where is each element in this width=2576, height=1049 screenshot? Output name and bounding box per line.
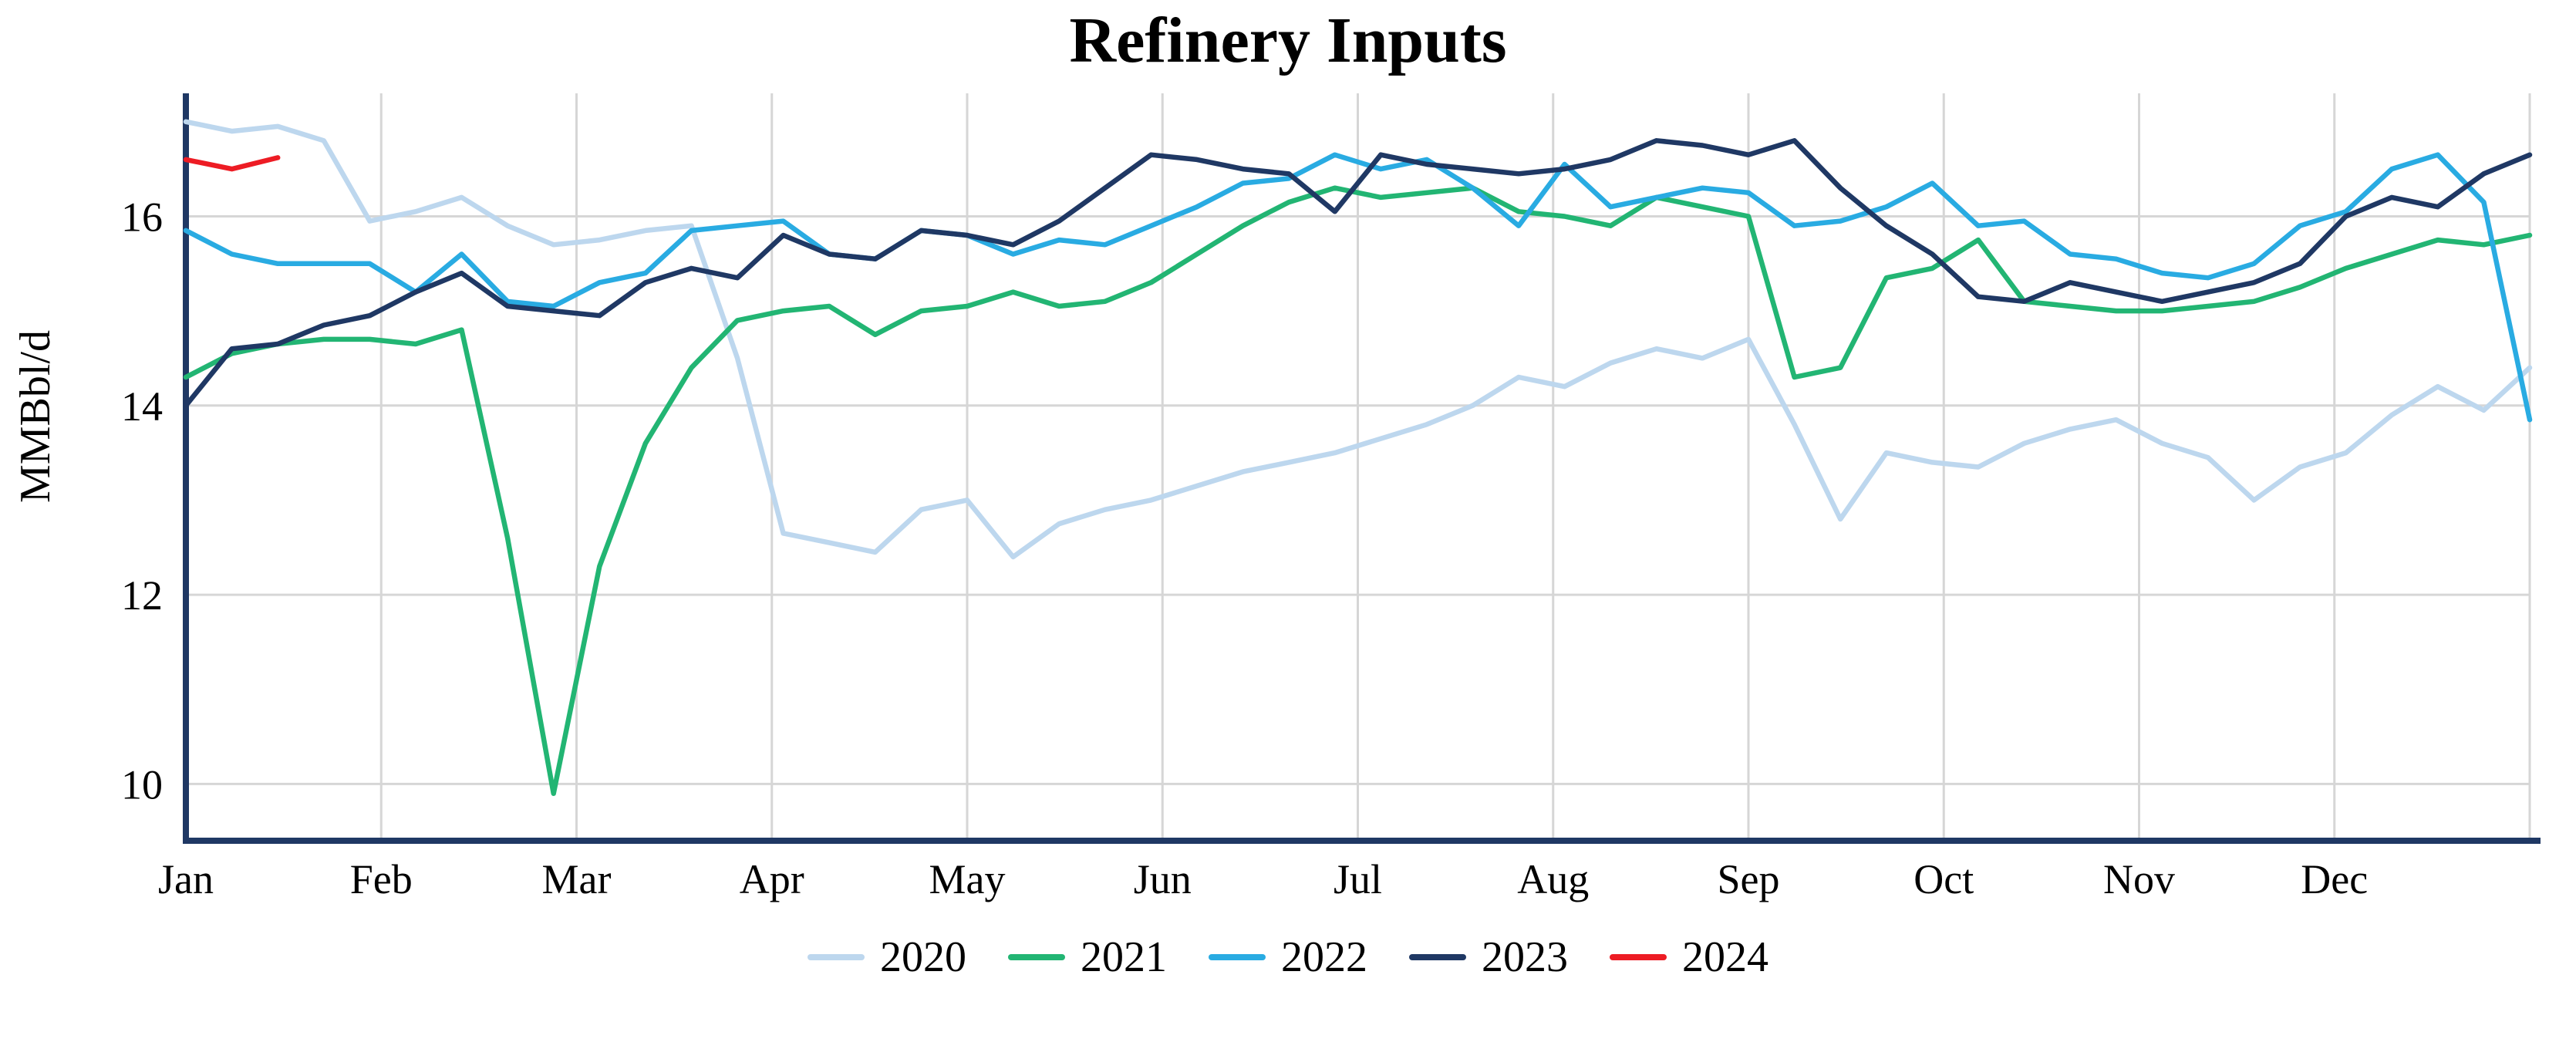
x-tick-label-oct: Oct bbox=[1913, 856, 1974, 902]
x-tick-label-apr: Apr bbox=[740, 856, 804, 902]
series-line-2024 bbox=[183, 155, 281, 172]
x-tick-label-may: May bbox=[929, 856, 1006, 902]
series-line-2022 bbox=[183, 152, 2533, 423]
legend-swatch-2021 bbox=[1008, 954, 1065, 960]
series-line-2023 bbox=[183, 138, 2533, 409]
x-tick-label-mar: Mar bbox=[542, 856, 612, 902]
x-tick-label-jun: Jun bbox=[1134, 856, 1192, 902]
legend-swatch-2024 bbox=[1610, 954, 1667, 960]
legend-item-2020: 2020 bbox=[808, 936, 966, 979]
y-tick-label: 14 bbox=[121, 383, 163, 430]
legend-label-2020: 2020 bbox=[880, 933, 966, 981]
x-tick-label-nov: Nov bbox=[2103, 856, 2175, 902]
line-chart: 10 12 14 16 Jan Feb Mar Apr May Jun Jul Aug Sep Oct No… bbox=[121, 93, 2541, 902]
legend-label-2024: 2024 bbox=[1682, 933, 1768, 981]
series-line-2021 bbox=[183, 185, 2533, 796]
legend-item-2021: 2021 bbox=[1008, 936, 1167, 979]
x-tick-label-aug: Aug bbox=[1517, 856, 1589, 902]
y-tick-label: 12 bbox=[121, 572, 163, 619]
legend-label-2023: 2023 bbox=[1482, 933, 1568, 981]
x-tick-label-dec: Dec bbox=[2301, 856, 2368, 902]
x-tick-label-feb: Feb bbox=[350, 856, 413, 902]
y-tick-label: 10 bbox=[121, 761, 163, 808]
legend-label-2021: 2021 bbox=[1081, 933, 1167, 981]
chart-legend: 2020 2021 2022 2023 2024 bbox=[0, 923, 2576, 992]
legend-item-2024: 2024 bbox=[1610, 936, 1768, 979]
series-line-2020 bbox=[183, 119, 2533, 560]
legend-label-2022: 2022 bbox=[1281, 933, 1367, 981]
legend-swatch-2022 bbox=[1209, 954, 1266, 960]
legend-swatch-2020 bbox=[808, 954, 865, 960]
y-tick-label: 16 bbox=[121, 194, 163, 240]
x-tick-label-jul: Jul bbox=[1334, 856, 1382, 902]
legend-swatch-2023 bbox=[1409, 954, 1466, 960]
legend-item-2022: 2022 bbox=[1209, 936, 1367, 979]
chart-title: Refinery Inputs bbox=[1069, 5, 1507, 76]
x-tick-label-sep: Sep bbox=[1718, 856, 1780, 902]
legend-item-2023: 2023 bbox=[1409, 936, 1568, 979]
x-tick-label-jan: Jan bbox=[158, 856, 214, 902]
